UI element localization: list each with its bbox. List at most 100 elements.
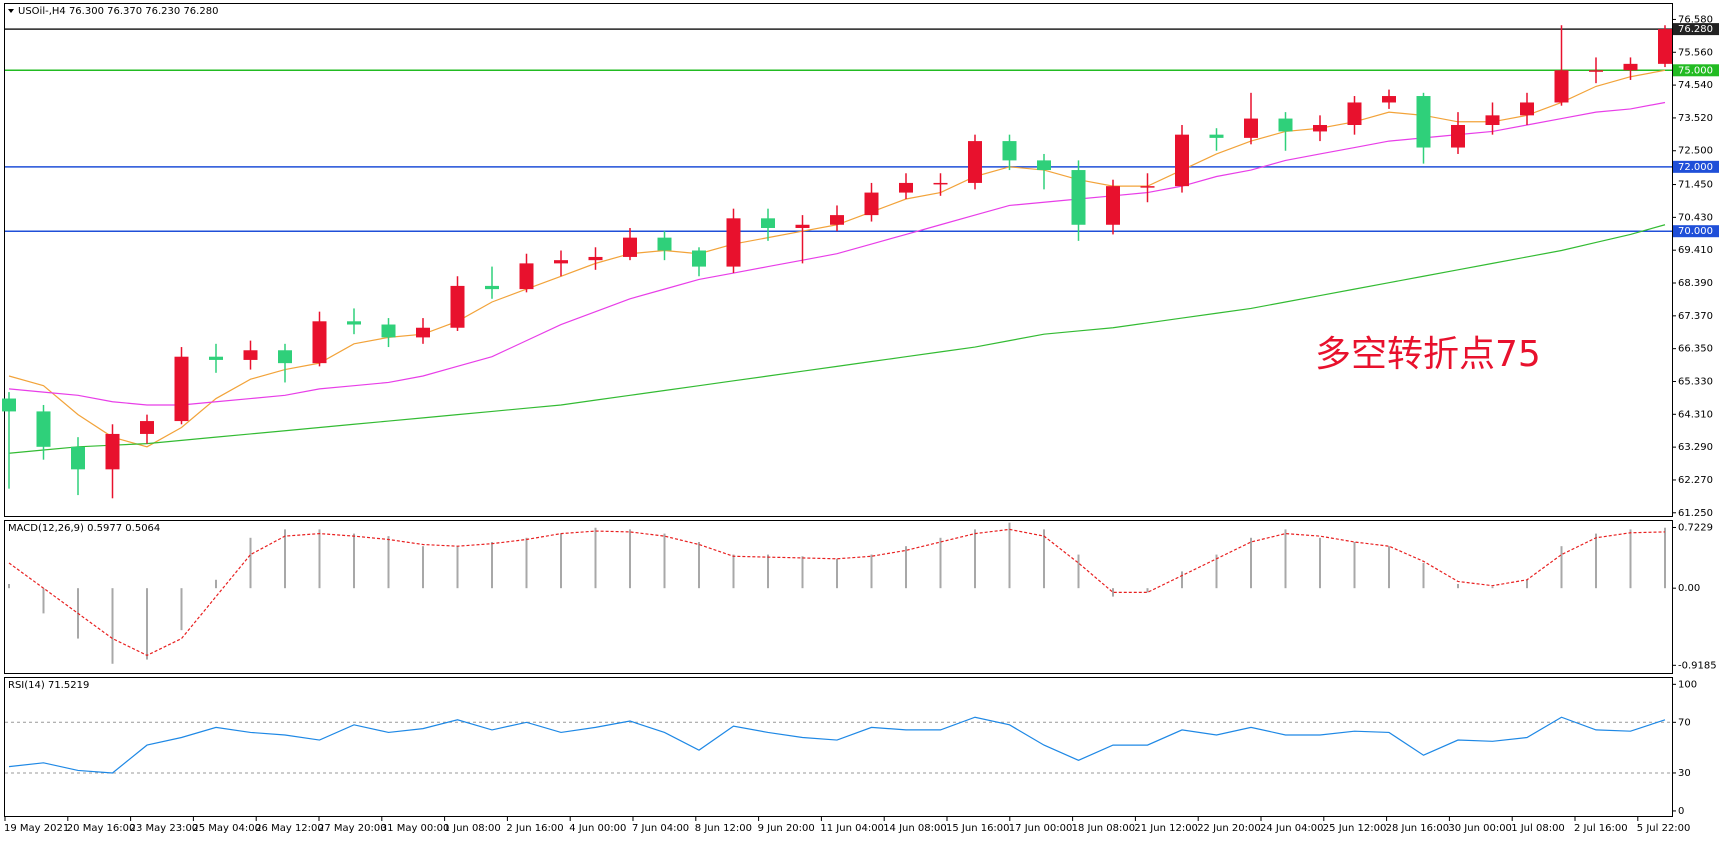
annotation: 多空转折点75 (1315, 334, 1541, 375)
candle-body (519, 263, 534, 290)
x-tick-label: 1 Jun 08:00 (444, 823, 501, 834)
y-tick-label: 0.7229 (1678, 522, 1713, 533)
candle-body (1589, 70, 1603, 72)
candle-body (1278, 118, 1293, 132)
macd-bar (836, 558, 838, 589)
macd-bar (1112, 588, 1114, 597)
macd-bar (1595, 533, 1597, 589)
candle-body (1623, 63, 1638, 71)
candle-body (1175, 134, 1189, 187)
candle-body (312, 321, 327, 364)
macd-bar (560, 533, 562, 589)
x-tick-label: 7 Jun 04:00 (632, 823, 689, 834)
level-tag (1673, 225, 1719, 238)
macd-bar (1457, 583, 1459, 589)
candle-body (140, 421, 154, 434)
macd-bar (180, 588, 183, 631)
macd-bar (525, 537, 528, 589)
candle-body (1520, 102, 1534, 116)
macd-bar (1043, 529, 1045, 589)
macd-bar (387, 536, 390, 589)
candle-body (864, 192, 879, 216)
x-tick-label: 4 Jun 00:00 (569, 823, 626, 834)
candle-body (933, 182, 948, 185)
candle-body (899, 182, 913, 193)
macd-bar (1560, 546, 1563, 589)
macd-bar (767, 554, 769, 589)
candle-body (1451, 125, 1465, 148)
candle-body (71, 446, 85, 470)
macd-bar (42, 588, 45, 614)
y-tick-label: -0.9185 (1678, 660, 1717, 671)
macd-bar (249, 537, 252, 589)
candle-body (1037, 160, 1051, 171)
moving-average (8, 224, 1666, 454)
macd-bar (1388, 546, 1390, 589)
macd-bar (353, 533, 355, 589)
macd-bar (732, 554, 735, 589)
level-tag (1673, 64, 1719, 77)
candle-body (830, 215, 844, 225)
candle-body (450, 285, 465, 328)
x-tick-label: 26 May 12:00 (255, 823, 324, 834)
candle-body (1416, 96, 1431, 148)
x-tick-label: 19 May 2021 (4, 823, 69, 834)
y-tick-label: 63.290 (1678, 442, 1713, 453)
candle-body (1106, 186, 1120, 225)
macd-bar (422, 546, 424, 589)
candle-body (968, 141, 982, 183)
macd-bar (1319, 537, 1321, 589)
y-tick-label: 73.520 (1678, 113, 1713, 124)
candle-body (1313, 125, 1327, 132)
main-title: USOil-,H4 76.300 76.370 76.230 76.280 (18, 6, 218, 17)
main-panel (4, 3, 1673, 517)
candle-body (1244, 118, 1258, 138)
macd-bar (594, 527, 597, 589)
candle-body (1658, 29, 1672, 64)
candle-body (174, 356, 189, 422)
macd-bar (284, 529, 286, 589)
candle-body (1485, 115, 1500, 126)
x-tick-label: 11 Jun 04:00 (820, 823, 884, 834)
candle-body (657, 237, 672, 251)
x-tick-label: 2 Jul 16:00 (1574, 823, 1628, 834)
level-tag (1673, 160, 1719, 173)
candle-body (1347, 102, 1362, 126)
macd-bar (1491, 586, 1494, 589)
x-tick-label: 21 Jun 12:00 (1134, 823, 1198, 834)
x-tick-label: 22 Jun 20:00 (1197, 823, 1261, 834)
x-tick-label: 24 Jun 04:00 (1260, 823, 1324, 834)
x-tick-label: 18 Jun 08:00 (1072, 823, 1136, 834)
x-tick-label: 28 Jun 16:00 (1386, 823, 1450, 834)
macd-bar (1284, 529, 1287, 589)
macd-bar (456, 546, 459, 589)
rsi-title: RSI(14) 71.5219 (8, 680, 89, 691)
candle-body (485, 285, 499, 290)
macd-bar (629, 529, 631, 589)
y-tick-label: 75.560 (1678, 47, 1713, 58)
macd-bar (215, 579, 217, 589)
y-tick-label: 62.270 (1678, 475, 1713, 486)
candle-body (105, 433, 120, 470)
candle-body (761, 218, 775, 228)
macd-bar (1215, 554, 1218, 589)
y-tick-label: 30 (1678, 768, 1691, 779)
macd-bar (1077, 554, 1080, 589)
menu-icon[interactable] (8, 9, 14, 13)
y-tick-label: 100 (1678, 679, 1697, 690)
x-tick-label: 8 Jun 12:00 (695, 823, 752, 834)
level-tag-label: 76.280 (1678, 24, 1713, 35)
x-tick-label: 2 Jun 16:00 (506, 823, 563, 834)
x-tick-label: 17 Jun 00:00 (1009, 823, 1073, 834)
level-tag-label: 75.000 (1678, 65, 1713, 76)
x-tick-label: 5 Jul 22:00 (1637, 823, 1691, 834)
macd-bar (318, 529, 321, 589)
candle-body (795, 224, 810, 228)
macd-bar (1181, 571, 1183, 589)
macd-bar (146, 588, 148, 660)
macd-bar (870, 554, 873, 589)
macd-bar (1250, 537, 1252, 589)
macd-bar (8, 583, 10, 589)
